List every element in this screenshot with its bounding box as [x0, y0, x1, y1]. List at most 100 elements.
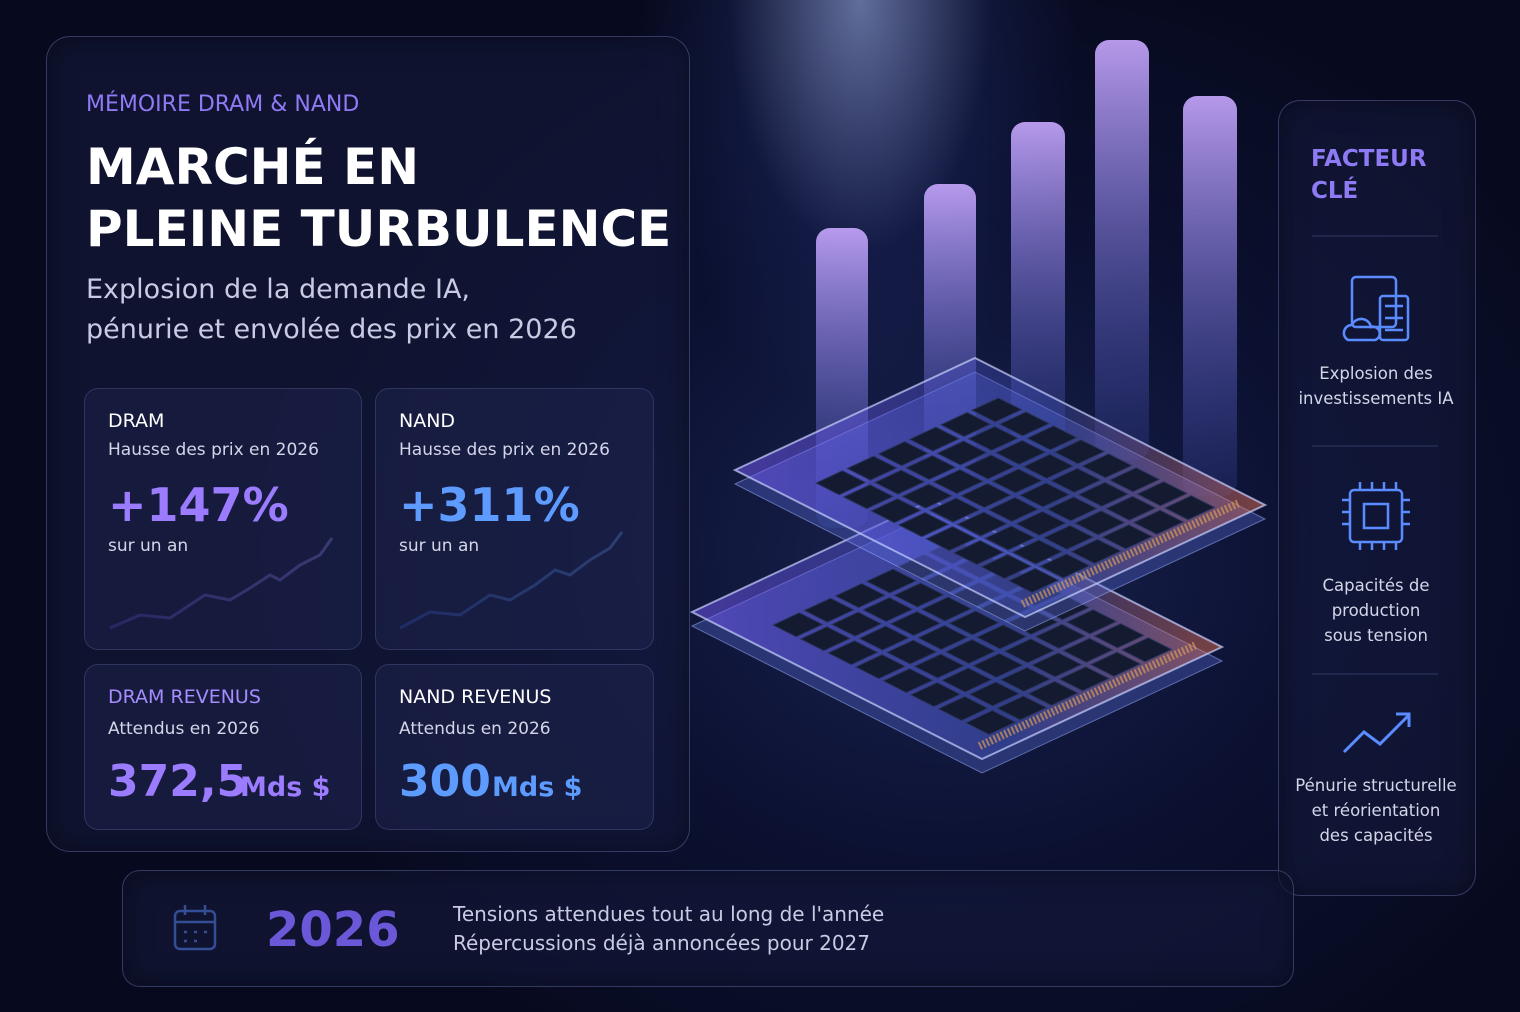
chip [944, 638, 997, 665]
factor-text: Explosion des [1319, 364, 1433, 383]
chip [999, 666, 1052, 693]
chip [1081, 453, 1133, 479]
chip [834, 583, 887, 609]
chip [1049, 467, 1102, 493]
card-sublabel: Attendus en 2026 [399, 719, 551, 739]
chip [1027, 680, 1079, 706]
factor-text: sous tension [1324, 626, 1428, 645]
chip [854, 654, 907, 680]
chip [963, 454, 1016, 480]
chip [959, 482, 1012, 509]
chip [1011, 539, 1064, 565]
chip [913, 653, 966, 679]
memory-boards [689, 356, 1268, 774]
chip [983, 525, 1036, 551]
chip [877, 441, 930, 467]
chip [1034, 623, 1087, 649]
chip [991, 468, 1043, 494]
chip [842, 484, 895, 510]
chip [858, 625, 911, 651]
chip [928, 497, 981, 523]
chip [873, 469, 926, 495]
stat-card [375, 388, 654, 650]
chip [964, 709, 1017, 736]
chip [948, 610, 1000, 636]
chip [904, 454, 957, 481]
chip [952, 539, 1005, 566]
deco-bar [1011, 122, 1065, 452]
chip [901, 483, 954, 509]
footer-year: 2026 [266, 902, 400, 958]
title-line: PLEINE TURBULENCE [86, 200, 672, 258]
chip [1093, 623, 1146, 649]
footer-line: Tensions attendues tout au long de l'ann… [453, 902, 885, 926]
deco-bar [1183, 96, 1237, 496]
chip [937, 695, 990, 722]
chip [972, 652, 1024, 679]
chip [1077, 481, 1130, 507]
chip [814, 470, 867, 496]
chip [956, 511, 1009, 537]
chip [1104, 495, 1157, 521]
subtitle-line: pénurie et envolée des prix en 2026 [86, 314, 577, 345]
chip [1136, 481, 1189, 507]
chip [1108, 467, 1161, 493]
chip [1038, 553, 1091, 579]
chip [882, 668, 934, 694]
chip [1030, 652, 1083, 678]
stat-card [84, 388, 362, 650]
chip [889, 610, 942, 637]
chip [865, 568, 918, 594]
chip [980, 553, 1033, 580]
footer-line: Répercussions déjà annoncées pour 2027 [453, 931, 871, 955]
factor-text: des capacités [1319, 826, 1433, 845]
card-label: DRAM REVENUS [108, 686, 261, 708]
card-unit: Mds $ [492, 772, 583, 803]
chip [998, 411, 1051, 437]
chip [846, 455, 898, 481]
kicker: MÉMOIRE DRAM & NAND [86, 92, 360, 117]
card-value: 300 [399, 756, 491, 807]
chip [994, 439, 1047, 466]
stat-card [84, 664, 362, 830]
chip [1065, 609, 1118, 635]
factor-text: investissements IA [1298, 389, 1454, 408]
chip [1058, 666, 1111, 692]
chip [830, 611, 883, 637]
chip [803, 597, 855, 623]
factor-text: production [1331, 601, 1421, 620]
chip [939, 411, 992, 438]
chip [932, 468, 985, 495]
chip [925, 526, 977, 552]
card-sublabel: Hausse des prix en 2026 [108, 440, 319, 460]
chip [920, 596, 973, 622]
chip [1046, 496, 1099, 522]
chip [1015, 510, 1067, 537]
chip [1073, 510, 1126, 536]
chip [826, 640, 879, 666]
factors-title: FACTEUR [1311, 146, 1427, 172]
footer-panel [122, 870, 1294, 987]
chip [1022, 453, 1075, 479]
chip [936, 440, 988, 466]
chip [916, 624, 969, 651]
chip [1061, 637, 1114, 663]
factor-text: et réorientation [1311, 801, 1441, 820]
chip [1003, 638, 1056, 664]
chip [1018, 482, 1071, 508]
factors-title: CLÉ [1311, 178, 1359, 204]
chip [995, 695, 1048, 721]
chip [771, 612, 824, 638]
card-label: NAND [399, 410, 456, 432]
card-value: +311% [399, 478, 580, 532]
card-unit: Mds $ [240, 772, 331, 803]
stat-card [375, 664, 654, 830]
card-label: NAND REVENUS [399, 686, 552, 708]
card-label: DRAM [108, 410, 165, 432]
chip [1007, 567, 1060, 594]
chip [975, 624, 1028, 650]
chip [861, 596, 914, 623]
subtitle-line: Explosion de la demande IA, [86, 274, 470, 305]
